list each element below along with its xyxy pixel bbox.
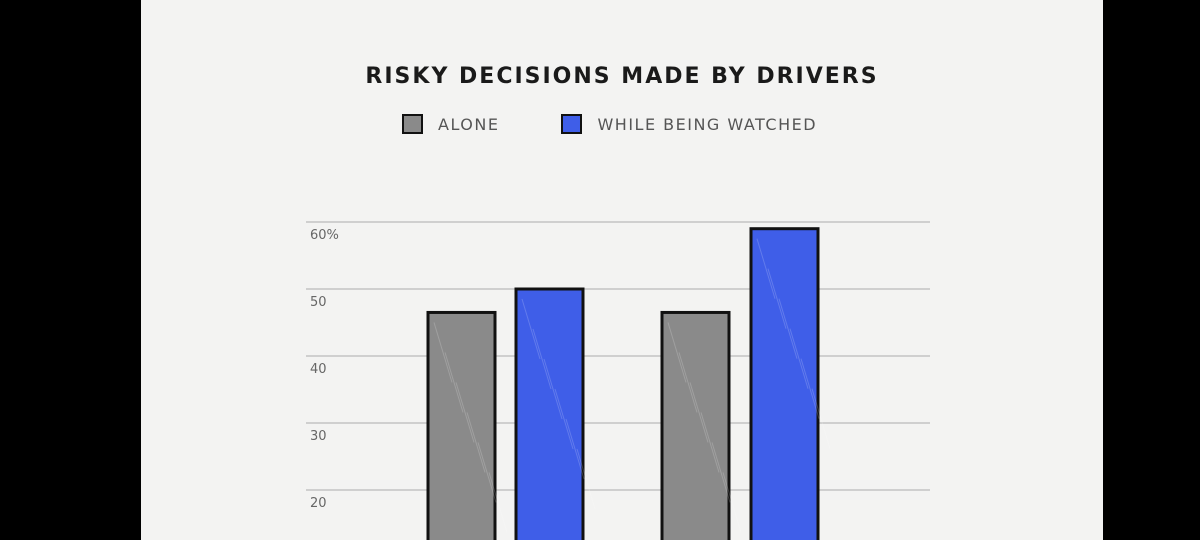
bar-texture-stroke [576,448,596,510]
bar-texture-stroke [689,382,709,443]
bar-texture-stroke [532,328,552,390]
legend-item-alone: ALONE [402,114,499,134]
bar-texture-stroke [811,388,831,449]
legend-label-alone: ALONE [438,114,500,134]
y-tick-label: 30 [310,429,327,444]
bar-alone [426,310,497,540]
bar-alone [660,310,731,540]
bar-texture-stroke [466,412,486,473]
legend-label-watched: WHILE BEING WATCHED [597,114,818,134]
bar-texture-stroke [433,322,453,383]
bar-texture-stroke [767,268,787,329]
bar-texture-stroke [543,358,563,420]
bar-texture-stroke [711,442,731,503]
bar-texture-stroke [756,238,776,299]
chart-title: RISKY DECISIONS MADE BY DRIVERS [365,64,879,89]
bar-texture-stroke [565,418,585,480]
bar-watched [514,287,585,540]
bar-texture-stroke [722,472,742,533]
bar-texture-stroke [455,382,475,443]
legend-item-watched: WHILE BEING WATCHED [561,114,817,134]
bar-watched [749,227,820,540]
legend-swatch-watched [561,114,583,134]
y-tick-label: 50 [310,295,327,310]
bar-texture-stroke [789,328,809,389]
bar-texture-stroke [778,298,798,359]
legend: ALONE WHILE BEING WATCHED [402,111,879,137]
chart-panel: RISKY DECISIONS MADE BY DRIVERS ALONE WH… [141,0,1103,540]
bar-texture-stroke [477,442,497,503]
bar-texture-stroke [444,352,464,413]
bar-texture-stroke [488,472,508,533]
bar-texture-stroke [667,322,687,383]
bar-texture-stroke [700,412,720,473]
bar-texture-stroke [521,298,541,360]
y-tick-label: 60% [310,228,339,243]
bar-texture-stroke [800,358,820,419]
bar-chart: 20 30 40 50 60% [306,221,930,540]
bar-texture-stroke [554,388,574,450]
legend-swatch-alone [402,114,423,134]
y-tick-label: 40 [310,362,327,377]
y-tick-label: 20 [310,496,327,511]
bar-texture-stroke [678,352,698,413]
